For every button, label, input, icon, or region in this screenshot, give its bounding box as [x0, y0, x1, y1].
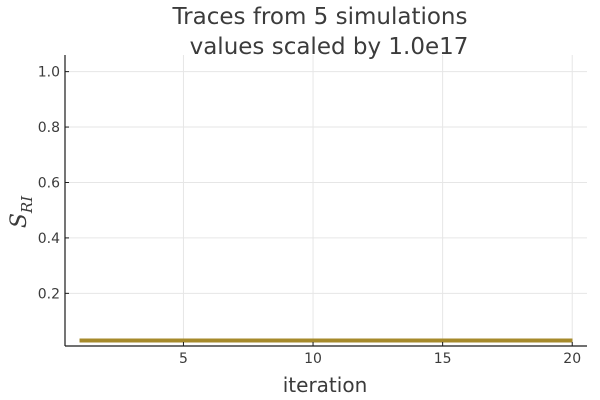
x-tick-label-5: 5	[179, 351, 188, 367]
y-axis-label: SRI	[7, 195, 36, 228]
grid-lines	[65, 55, 587, 346]
x-axis-label: iteration	[283, 373, 368, 397]
y-axis-label-subscript: RI	[18, 195, 36, 214]
y-tick-label-0.8: 0.8	[38, 120, 60, 136]
y-tick-labels: 0.2 0.4 0.6 0.8 1.0	[38, 65, 60, 303]
y-tick-label-0.2: 0.2	[38, 286, 60, 302]
y-tick-label-1.0: 1.0	[38, 65, 60, 81]
y-axis-label-main: S	[7, 213, 32, 228]
x-tick-label-15: 15	[434, 351, 452, 367]
axes	[64, 55, 587, 347]
chart-subtitle: values scaled by 1.0e17	[190, 34, 469, 60]
y-tick-label-0.6: 0.6	[38, 175, 60, 191]
x-tick-label-20: 20	[563, 351, 581, 367]
x-tick-label-10: 10	[304, 351, 322, 367]
chart-title: Traces from 5 simulations	[172, 4, 468, 30]
x-tick-labels: 5 10 15 20	[179, 351, 581, 367]
y-tick-label-0.4: 0.4	[38, 231, 60, 247]
